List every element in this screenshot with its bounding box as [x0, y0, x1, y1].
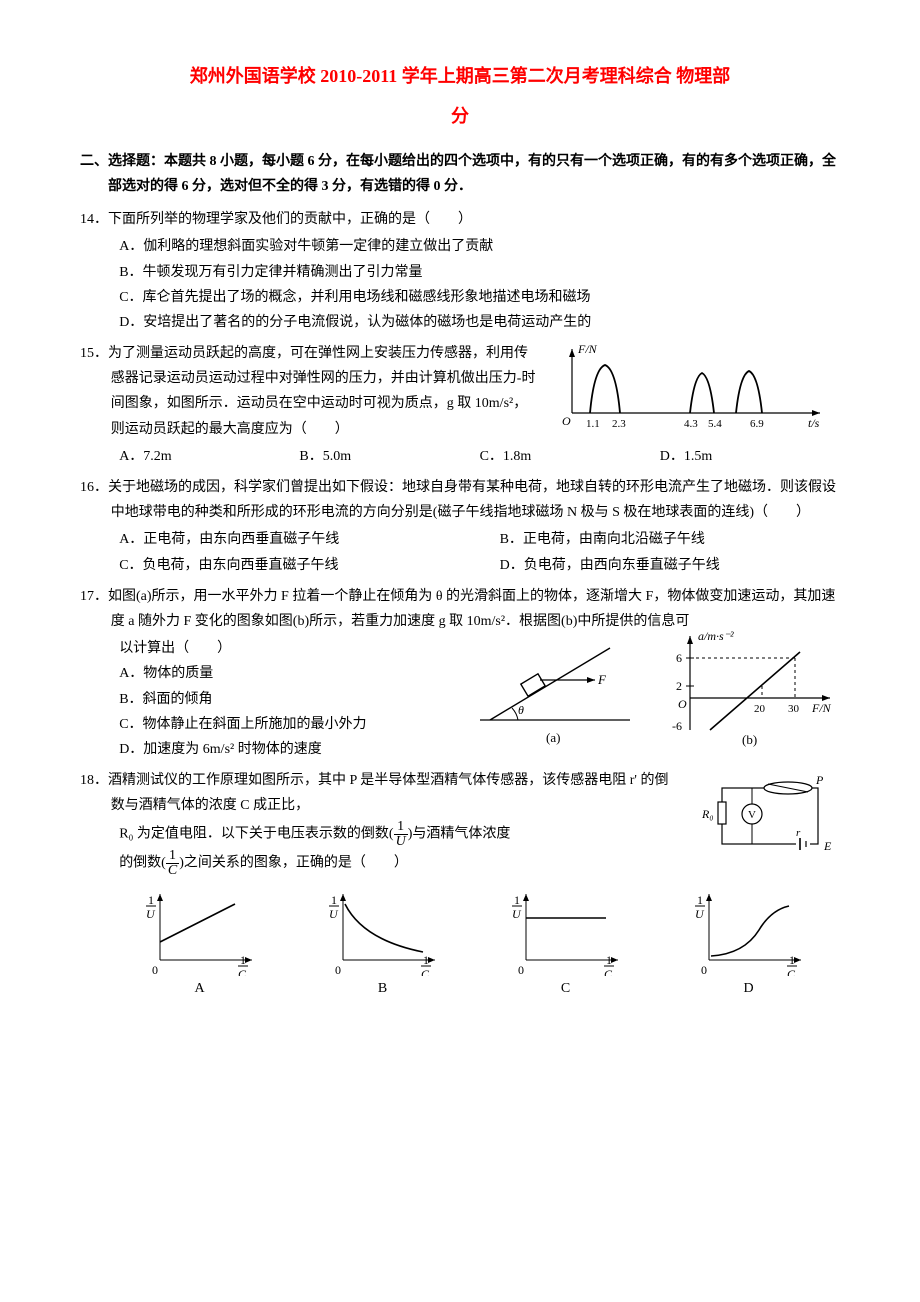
svg-text:U: U — [146, 907, 156, 921]
svg-text:F: F — [597, 672, 607, 687]
svg-text:U: U — [695, 907, 705, 921]
q16-option-d: D．负电荷，由西向东垂直磁子午线 — [500, 553, 840, 578]
q15-option-d: D．1.5m — [660, 444, 840, 469]
q16-stem: 16．关于地磁场的成因，科学家们曾提出如下假设：地球自身带有某种电荷，地球自转的… — [80, 475, 840, 525]
q15-ft-graph: F/N t/s O 1.1 2.3 4.3 5.4 6.9 — [560, 341, 840, 441]
svg-text:20: 20 — [754, 703, 766, 715]
svg-text:U: U — [512, 907, 522, 921]
svg-text:θ: θ — [518, 703, 524, 717]
svg-text:P: P — [815, 773, 824, 787]
svg-text:1: 1 — [423, 953, 429, 967]
q14-option-b: B．牛顿发现万有引力定律并精确测出了引力常量 — [119, 260, 840, 285]
svg-text:2: 2 — [676, 679, 682, 693]
q15-ylabel: F/N — [577, 342, 598, 356]
q18-stem-1: 18．酒精测试仪的工作原理如图所示，其中 P 是半导体型酒精气体传感器，该传感器… — [80, 768, 673, 818]
q15-xlabel: t/s — [808, 416, 820, 430]
q18-graph-d: 1 U 0 1 C D — [684, 886, 814, 1001]
svg-text:R₀: R₀ — [701, 807, 714, 821]
svg-text:1.1: 1.1 — [586, 418, 600, 430]
svg-text:(a): (a) — [546, 730, 560, 745]
q18-circuit-diagram: P R₀ V r E — [700, 768, 840, 858]
svg-text:1: 1 — [331, 893, 337, 907]
q17-stem: 17．如图(a)所示，用一水平外力 F 拉着一个静止在倾角为 θ 的光滑斜面上的… — [80, 584, 840, 634]
svg-text:(b): (b) — [742, 732, 757, 747]
svg-text:6: 6 — [676, 651, 682, 665]
svg-text:4.3: 4.3 — [684, 418, 698, 430]
svg-text:2.3: 2.3 — [612, 418, 626, 430]
q14-option-a: A．伽利略的理想斜面实验对牛顿第一定律的建立做出了贡献 — [119, 234, 840, 259]
question-14: 14．下面所列举的物理学家及他们的贡献中，正确的是（ ） A．伽利略的理想斜面实… — [80, 207, 840, 335]
question-16: 16．关于地磁场的成因，科学家们曾提出如下假设：地球自身带有某种电荷，地球自转的… — [80, 475, 840, 578]
q18-graph-c: 1 U 0 1 C C — [501, 886, 631, 1001]
q15-stem: 15．为了测量运动员跃起的高度，可在弹性网上安装压力传感器，利用传感器记录运动员… — [80, 341, 536, 442]
svg-text:0: 0 — [701, 963, 707, 976]
q18-option-graphs: 1 U 0 1 C A 1 U 0 1 C — [80, 886, 840, 1001]
q14-stem: 14．下面所列举的物理学家及他们的贡献中，正确的是（ ） — [80, 207, 840, 232]
q14-option-c: C．库仑首先提出了场的概念，并利用电场线和磁感线形象地描述电场和磁场 — [119, 285, 840, 310]
question-17: F θ (a) a/m·s⁻² F/N 6 2 O -6 20 30 (b) — [80, 584, 840, 762]
svg-text:O: O — [678, 697, 687, 711]
q18-stem-2: R₀ 为定值电阻．以下关于电压表示数的倒数(1U)与酒精气体浓度 — [80, 820, 682, 849]
svg-text:-6: -6 — [672, 719, 682, 733]
svg-text:6.9: 6.9 — [750, 418, 764, 430]
q18-graph-b: 1 U 0 1 C B — [318, 886, 448, 1001]
q15-option-b: B．5.0m — [299, 444, 479, 469]
svg-text:C: C — [238, 967, 247, 976]
svg-text:1: 1 — [606, 953, 612, 967]
svg-text:30: 30 — [788, 703, 800, 715]
svg-text:V: V — [748, 809, 756, 821]
svg-text:O: O — [562, 414, 571, 428]
q17-figure-b: a/m·s⁻² F/N 6 2 O -6 20 30 (b) — [650, 630, 840, 750]
question-15: F/N t/s O 1.1 2.3 4.3 5.4 6.9 15．为了测量运动员… — [80, 341, 840, 469]
svg-text:1: 1 — [240, 953, 246, 967]
q14-option-d: D．安培提出了著名的的分子电流假说，认为磁体的磁场也是电荷运动产生的 — [119, 310, 840, 335]
svg-text:0: 0 — [518, 963, 524, 976]
q17-figures: F θ (a) a/m·s⁻² F/N 6 2 O -6 20 30 (b) — [470, 630, 840, 750]
q17-figure-a: F θ (a) — [470, 630, 640, 750]
q16-option-c: C．负电荷，由东向西垂直磁子午线 — [119, 553, 459, 578]
svg-text:0: 0 — [335, 963, 341, 976]
page-title-line1: 郑州外国语学校 2010-2011 学年上期高三第二次月考理科综合 物理部 — [80, 60, 840, 92]
question-18: P R₀ V r E 18．酒精测试仪的工作原理如图所示，其中 P 是半导体型酒… — [80, 768, 840, 1002]
q15-option-a: A．7.2m — [119, 444, 299, 469]
q16-option-a: A．正电荷，由东向西垂直磁子午线 — [119, 527, 459, 552]
svg-text:0: 0 — [152, 963, 158, 976]
svg-text:C: C — [421, 967, 430, 976]
svg-text:E: E — [823, 839, 832, 853]
svg-text:1: 1 — [148, 893, 154, 907]
svg-text:C: C — [604, 967, 613, 976]
q16-option-b: B．正电荷，由南向北沿磁子午线 — [500, 527, 840, 552]
svg-text:a/m·s⁻²: a/m·s⁻² — [698, 630, 734, 643]
svg-text:r: r — [796, 827, 801, 839]
svg-text:1: 1 — [789, 953, 795, 967]
svg-text:5.4: 5.4 — [708, 418, 722, 430]
section-2-header: 二、选择题：本题共 8 小题，每小题 6 分，在每小题给出的四个选项中，有的只有… — [80, 149, 840, 199]
q15-option-c: C．1.8m — [480, 444, 660, 469]
svg-text:F/N: F/N — [811, 701, 832, 715]
svg-text:1: 1 — [514, 893, 520, 907]
svg-text:C: C — [787, 967, 796, 976]
q18-graph-a: 1 U 0 1 C A — [135, 886, 265, 1001]
svg-text:U: U — [329, 907, 339, 921]
svg-text:1: 1 — [697, 893, 703, 907]
page-title-line2: 分 — [80, 100, 840, 132]
